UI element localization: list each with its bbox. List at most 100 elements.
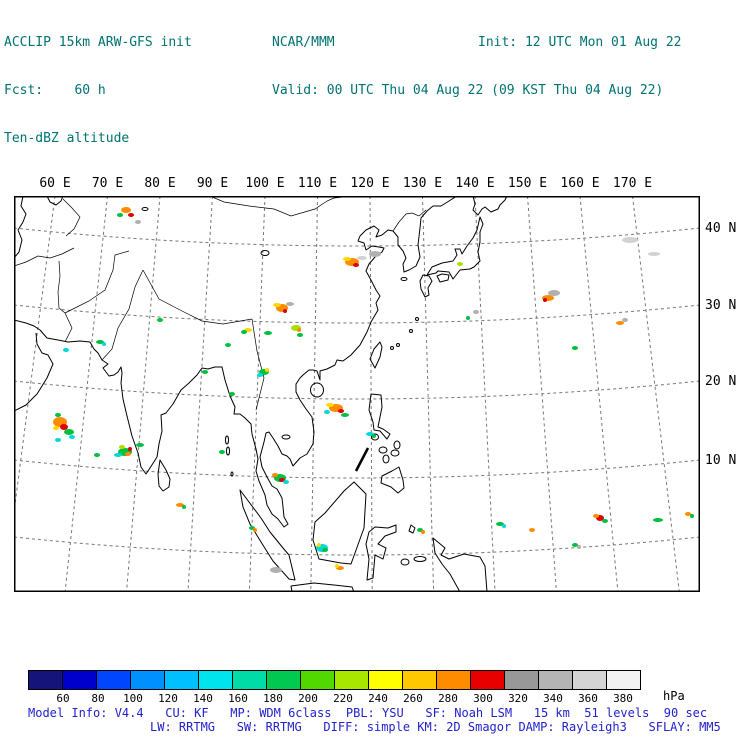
island-visayas [393, 440, 401, 450]
island-buru [400, 558, 410, 566]
colorbar-box [606, 670, 641, 690]
echo-blob [343, 257, 351, 261]
echo-layer [53, 207, 694, 573]
island-andaman [226, 446, 230, 456]
echo-blob [685, 512, 691, 516]
echo-blob [225, 343, 231, 347]
echo-blob [264, 331, 272, 335]
echo-blob [128, 447, 132, 451]
lat-label: 10 N [705, 453, 737, 468]
island-new-guinea [432, 537, 488, 592]
echo-blob [125, 452, 131, 456]
lon-label: 120 E [350, 176, 390, 191]
parallel-line [14, 459, 700, 479]
echo-blob [577, 545, 581, 549]
meridian-line [187, 196, 213, 592]
echo-blob [55, 413, 61, 417]
echo-blob [366, 432, 374, 436]
echo-blob [297, 333, 303, 337]
echo-blob [602, 519, 608, 523]
echo-blob [202, 370, 208, 374]
island-sri-lanka [157, 459, 171, 492]
echo-blob [136, 443, 144, 447]
lon-label: 150 E [507, 176, 548, 191]
colorbar-box [164, 670, 199, 690]
header-right-block: Init: 12 UTC Mon 01 Aug 22 [478, 3, 682, 67]
echo-blob [241, 330, 247, 334]
echo-blob [94, 453, 100, 457]
echo-blob [102, 342, 106, 346]
colorbar-tick-label: 220 [333, 692, 353, 705]
meridian-line [579, 196, 619, 592]
meridian-line [632, 196, 680, 592]
forecast-hour: Fcst: 60 h [4, 83, 106, 98]
island-ryukyu [396, 343, 400, 347]
echo-blob [128, 213, 134, 217]
island-hainan [310, 382, 324, 398]
map-svg [14, 196, 700, 592]
lon-label: 60 E [39, 176, 71, 191]
meridian-line [14, 196, 56, 517]
colorbar-tick-label: 380 [613, 692, 633, 705]
colorbar-tick-label: 260 [403, 692, 423, 705]
colorbar-tick-label: 280 [438, 692, 458, 705]
colorbar-box [130, 670, 165, 690]
meridian-line [126, 196, 161, 592]
echo-blob [369, 251, 381, 257]
island-taiwan [369, 341, 383, 369]
island-nicobar [230, 471, 234, 477]
colorbar-box [538, 670, 573, 690]
echo-blob [297, 328, 301, 332]
echo-blob [548, 290, 560, 296]
island-shikoku [436, 273, 450, 283]
island-sulawesi [365, 524, 397, 581]
echo-blob [272, 473, 278, 477]
colorbar-box [436, 670, 471, 690]
island-mindoro [371, 433, 379, 441]
colorbar-box [266, 670, 301, 690]
echo-blob [64, 429, 74, 435]
echo-blob [182, 505, 186, 509]
colorbar-tick-label: 300 [473, 692, 493, 705]
colorbar-box [334, 670, 369, 690]
echo-blob [119, 445, 125, 449]
lon-label: 170 E [612, 176, 653, 191]
echo-blob [176, 503, 184, 507]
echo-blob [283, 480, 289, 484]
meridian-line [310, 196, 318, 592]
echo-blob [322, 548, 328, 552]
lake-issyk-kul [141, 207, 149, 211]
colorbar-tick-label: 120 [158, 692, 178, 705]
echo-blob [341, 413, 349, 417]
echo-blob [326, 403, 334, 407]
echo-blob [496, 522, 504, 526]
echo-blob [117, 213, 123, 217]
echo-blob [157, 318, 163, 322]
island-honshu [426, 216, 484, 280]
colorbar-tick-label: 320 [508, 692, 528, 705]
echo-blob [622, 237, 638, 243]
colorbar-box [28, 670, 63, 690]
map-frame [14, 196, 700, 592]
island-visayas [378, 446, 388, 454]
model-info-line2: LW: RRTMG SW: RRTMG DIFF: simple KM: 2D … [150, 720, 721, 734]
lon-label: 140 E [455, 176, 495, 191]
echo-blob [593, 514, 599, 518]
meridian-line [422, 196, 435, 592]
echo-blob [690, 514, 694, 518]
field-name: Ten-dBZ altitude [4, 131, 130, 146]
echo-blob [286, 302, 294, 306]
lon-label: 90 E [196, 176, 229, 191]
echo-blob [357, 256, 367, 260]
national-borders [14, 196, 427, 411]
coastline-mainland-asia [14, 196, 458, 528]
lake-qinghai [260, 250, 270, 256]
colorbar-box [368, 670, 403, 690]
island-java [290, 582, 355, 592]
colorbar-tick-label: 160 [228, 692, 248, 705]
parallel-line [14, 227, 700, 247]
island-borneo [312, 481, 367, 565]
echo-blob [96, 340, 104, 344]
echo-blob [60, 424, 68, 430]
